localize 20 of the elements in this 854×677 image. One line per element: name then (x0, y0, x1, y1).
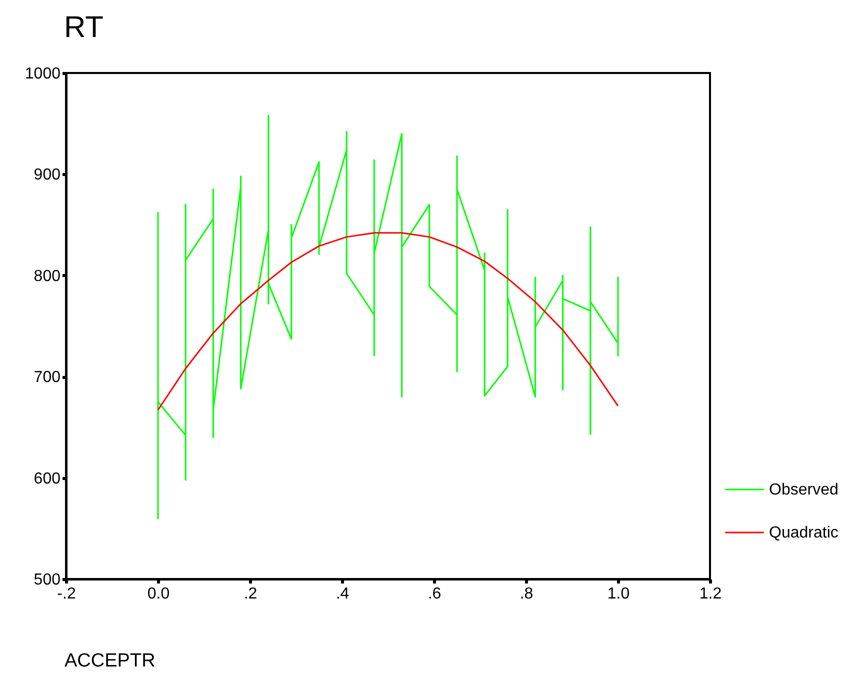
x-axis-title: ACCEPTR (64, 650, 156, 672)
x-tick-label: 0.0 (147, 586, 170, 602)
x-tick-label: -.2 (57, 586, 76, 602)
legend-label: Observed (769, 482, 838, 498)
y-tick-label: 800 (34, 268, 61, 285)
y-tick-label: 500 (34, 572, 61, 588)
line-series (157, 114, 619, 520)
x-tick-label: .2 (244, 586, 258, 602)
y-tick-label: 600 (34, 470, 61, 488)
x-tick-label: .4 (336, 586, 350, 602)
x-tick-label: .8 (520, 586, 534, 602)
chart-title: RT (64, 11, 104, 44)
x-tick-label: 1.0 (607, 586, 630, 602)
y-tick-label: 900 (34, 166, 61, 184)
x-tick-label: .6 (428, 586, 442, 602)
x-tick-label: 1.2 (699, 586, 722, 602)
y-tick-label: 700 (34, 369, 61, 386)
legend-label: Quadratic (769, 524, 838, 542)
y-tick-label: 1000 (24, 66, 61, 82)
line-series (157, 232, 619, 411)
